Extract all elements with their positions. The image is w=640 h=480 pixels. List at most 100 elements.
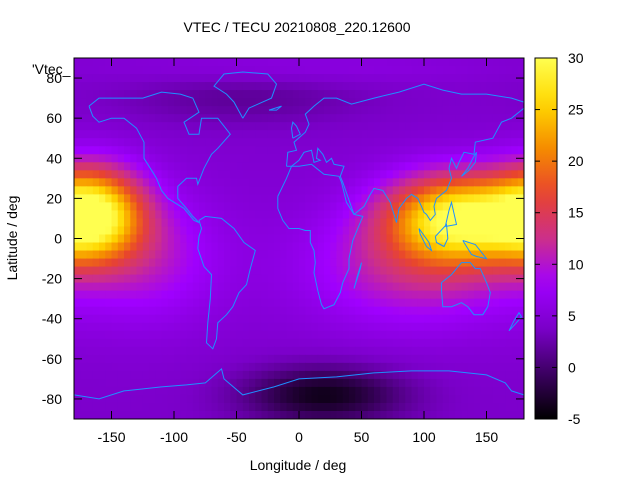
heatmap-cell — [155, 130, 163, 139]
heatmap-cell — [180, 138, 188, 147]
heatmap-cell — [311, 394, 319, 404]
heatmap-cell — [80, 74, 88, 83]
heatmap-cell — [380, 402, 388, 412]
heatmap-cell — [392, 274, 400, 284]
heatmap-cell — [467, 314, 475, 324]
heatmap-cell — [167, 194, 175, 203]
heatmap-cell — [136, 266, 144, 276]
heatmap-cell — [124, 226, 131, 236]
heatmap-cell — [392, 130, 400, 139]
heatmap-cell — [305, 370, 313, 380]
heatmap-cell — [274, 218, 281, 228]
heatmap-cell — [411, 378, 419, 388]
heatmap-cell — [417, 98, 425, 107]
heatmap-cell — [192, 162, 200, 171]
heatmap-cell — [292, 90, 300, 99]
heatmap-cell — [267, 378, 275, 388]
heatmap-cell — [392, 122, 400, 131]
heatmap-cell — [211, 74, 219, 83]
heatmap-cell — [411, 218, 419, 228]
heatmap-cell — [430, 226, 438, 236]
heatmap-cell — [324, 234, 331, 244]
heatmap-cell — [486, 170, 494, 179]
heatmap-cell — [167, 114, 175, 123]
heatmap-cell — [155, 330, 163, 340]
heatmap-cell — [317, 266, 325, 276]
heatmap-cell — [342, 154, 350, 163]
heatmap-cell — [392, 322, 400, 332]
heatmap-cell — [374, 386, 381, 396]
heatmap-cell — [230, 354, 238, 364]
heatmap-cell — [136, 82, 144, 91]
heatmap-cell — [399, 346, 406, 356]
heatmap-cell — [386, 330, 394, 340]
heatmap-cell — [211, 250, 219, 260]
heatmap-cell — [261, 338, 269, 348]
heatmap-cell — [217, 194, 225, 203]
heatmap-cell — [261, 234, 269, 244]
heatmap-cell — [217, 226, 225, 236]
heatmap-cell — [405, 274, 413, 284]
heatmap-cell — [505, 362, 513, 372]
heatmap-cell — [417, 298, 425, 308]
heatmap-cell — [430, 394, 438, 404]
heatmap-cell — [211, 290, 219, 300]
heatmap-cell — [267, 322, 275, 332]
heatmap-cell — [386, 234, 394, 244]
heatmap-cell — [136, 346, 144, 356]
heatmap-cell — [230, 362, 238, 372]
heatmap-cell — [180, 170, 188, 179]
heatmap-cell — [242, 298, 250, 308]
heatmap-cell — [461, 106, 469, 115]
heatmap-cell — [280, 346, 288, 356]
heatmap-cell — [136, 242, 144, 252]
heatmap-cell — [136, 330, 144, 340]
heatmap-cell — [192, 98, 200, 107]
heatmap-cell — [280, 98, 288, 107]
heatmap-cell — [486, 266, 494, 276]
heatmap-cell — [486, 242, 494, 252]
heatmap-cell — [255, 154, 263, 163]
heatmap-cell — [130, 370, 138, 380]
heatmap-cell — [311, 170, 319, 179]
heatmap-cell — [242, 322, 250, 332]
heatmap-cell — [317, 218, 325, 228]
heatmap-cell — [336, 186, 344, 195]
heatmap-cell — [236, 346, 244, 356]
heatmap-cell — [442, 210, 450, 220]
heatmap-cell — [355, 298, 363, 308]
heatmap-cell — [186, 362, 194, 372]
heatmap-cell — [242, 154, 250, 163]
heatmap-cell — [355, 234, 363, 244]
heatmap-cell — [117, 242, 125, 252]
heatmap-cell — [392, 306, 400, 316]
heatmap-cell — [505, 170, 513, 179]
heatmap-cell — [430, 370, 438, 380]
heatmap-cell — [430, 378, 438, 388]
heatmap-cell — [242, 218, 250, 228]
heatmap-cell — [499, 170, 506, 179]
heatmap-cell — [161, 346, 169, 356]
heatmap-cell — [186, 258, 194, 268]
heatmap-cell — [349, 66, 356, 75]
heatmap-cell — [455, 394, 463, 404]
heatmap-cell — [461, 170, 469, 179]
heatmap-cell — [386, 138, 394, 147]
heatmap-cell — [136, 186, 144, 195]
heatmap-cell — [124, 298, 131, 308]
heatmap-cell — [330, 402, 338, 412]
heatmap-cell — [455, 66, 463, 75]
heatmap-cell — [405, 122, 413, 131]
heatmap-cell — [274, 138, 281, 147]
heatmap-cell — [324, 266, 331, 276]
heatmap-cell — [155, 226, 163, 236]
heatmap-cell — [305, 242, 313, 252]
heatmap-cell — [161, 170, 169, 179]
heatmap-cell — [405, 298, 413, 308]
heatmap-cell — [155, 154, 163, 163]
heatmap-cell — [149, 218, 156, 228]
heatmap-cell — [274, 274, 281, 284]
heatmap-cell — [292, 266, 300, 276]
heatmap-cell — [399, 74, 406, 83]
